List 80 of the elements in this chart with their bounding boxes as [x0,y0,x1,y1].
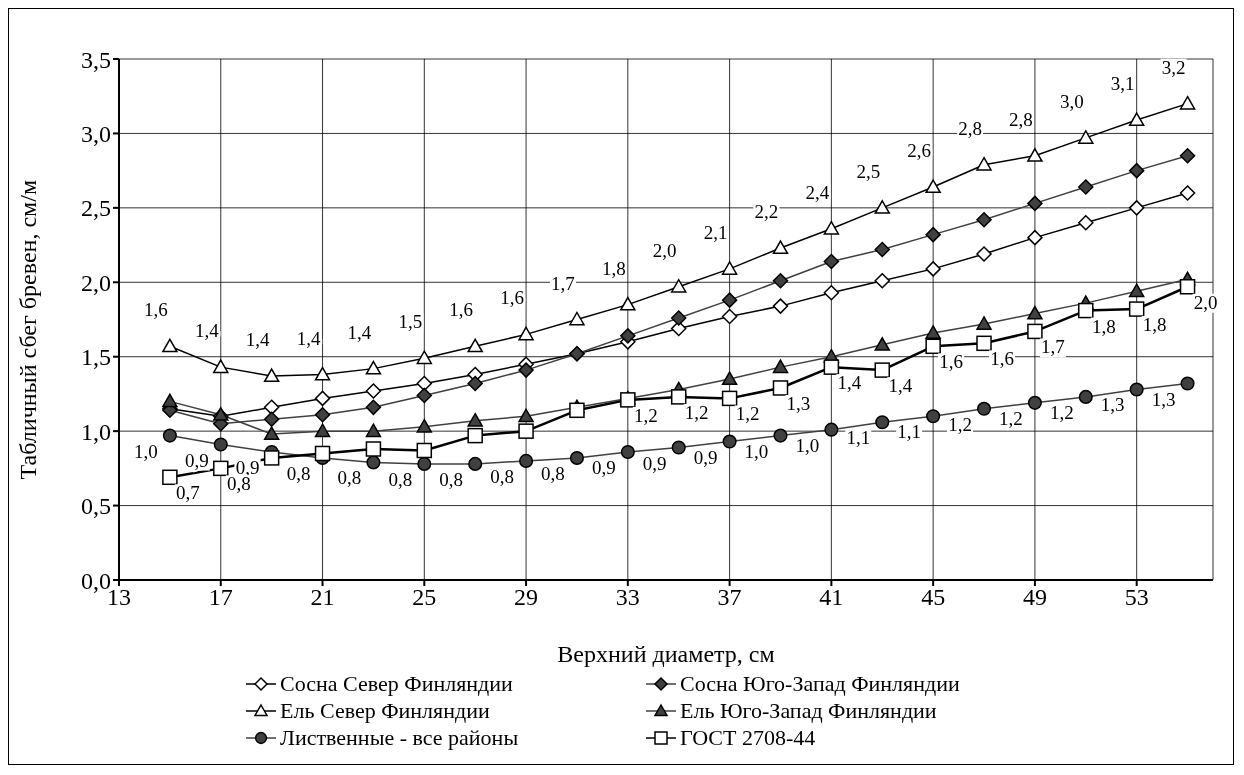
data-label: 0,9 [591,456,616,478]
data-label: 1,6 [500,287,524,309]
x-tick-label: 25 [412,584,437,611]
data-label: 0,8 [337,467,362,489]
data-label: 1,3 [786,392,811,414]
x-tick-label: 17 [208,584,233,611]
data-label: 1,4 [837,372,862,394]
data-label: 2,4 [805,181,830,203]
data-label: 1,4 [245,329,271,351]
data-label: 1,2 [948,413,972,435]
data-label: 1,8 [1091,315,1116,337]
data-label: 2,6 [907,140,932,162]
x-tick-label: 41 [819,584,844,611]
x-tick-label: 29 [514,584,539,611]
data-label: 3,2 [1161,56,1186,78]
data-label: 3,1 [1110,73,1135,95]
legend-label: Сосна Юго-Запад Финляндии [680,670,960,697]
x-tick-label: 33 [615,584,640,611]
data-label: 2,0 [1193,291,1218,313]
data-label: 1,6 [449,299,474,321]
data-label: 1,6 [144,299,168,321]
legend-label: Сосна Север Финляндии [280,670,513,697]
data-label: 1,1 [897,421,922,443]
x-tick-label: 37 [717,584,742,611]
data-label: 1,2 [1049,401,1074,423]
y-tick-label: 1,0 [81,418,111,445]
data-label: 2,8 [1009,108,1033,130]
x-tick-label: 53 [1124,584,1149,611]
data-label: 1,3 [1100,394,1125,416]
x-tick-label: 21 [310,584,335,611]
data-label: 1,0 [744,440,769,462]
y-tick-label: 1,5 [81,344,111,371]
data-label: 0,8 [490,465,514,487]
data-label: 1,2 [735,403,760,425]
data-label: 1,4 [347,321,372,343]
data-label: 1,7 [1041,336,1065,358]
data-label: 1,7 [551,272,575,294]
y-tick-label: 3,5 [81,46,111,73]
data-label: 1,2 [633,404,658,426]
data-label: 1,6 [939,351,964,373]
data-label: 1,2 [684,401,709,423]
legend-label: ГОСТ 2708-44 [680,724,816,751]
data-label: 1,5 [398,311,423,333]
data-label: 2,8 [958,117,982,139]
x-tick-label: 45 [921,584,946,611]
data-label: 2,5 [856,160,881,182]
data-label: 0,9 [184,449,209,471]
y-tick-label: 2,0 [81,269,111,296]
legend-label: Ель Юго-Запад Финляндии [680,697,937,724]
data-label: 2,0 [652,239,677,261]
data-label: 0,9 [642,452,667,474]
data-label: 1,4 [888,375,913,397]
data-label: 3,0 [1059,90,1084,112]
data-label: 1,0 [795,434,820,456]
data-label: 1,4 [296,327,321,349]
data-label: 1,8 [601,257,626,279]
legend-label: Лиственные - все районы [280,724,519,751]
data-label: 1,3 [1151,388,1176,410]
data-label: 0,8 [388,468,413,490]
data-label: 1,4 [194,320,220,342]
y-tick-label: 3,0 [81,120,111,147]
data-label: 0,9 [235,456,260,478]
data-label: 1,8 [1142,314,1167,336]
data-label: 0,8 [286,462,311,484]
x-tick-label: 49 [1022,584,1047,611]
data-label: 0,7 [176,482,200,504]
data-label: 2,1 [703,221,728,243]
data-label: 1,1 [846,427,871,449]
y-tick-label: 2,5 [81,195,111,222]
legend-label: Ель Север Финляндии [280,697,490,724]
y-tick-label: 0,5 [81,493,111,520]
y-axis-title: Табличный сбег бревен, см/м [14,179,41,480]
data-label: 1,2 [999,407,1023,429]
data-label: 2,2 [754,201,779,223]
data-label: 0,9 [693,446,718,468]
data-label: 1,0 [134,440,158,462]
data-label: 0,8 [541,462,565,484]
data-label: 1,6 [990,348,1014,370]
data-label: 0,8 [439,468,464,490]
x-axis-title: Верхний диаметр, см [557,641,775,667]
